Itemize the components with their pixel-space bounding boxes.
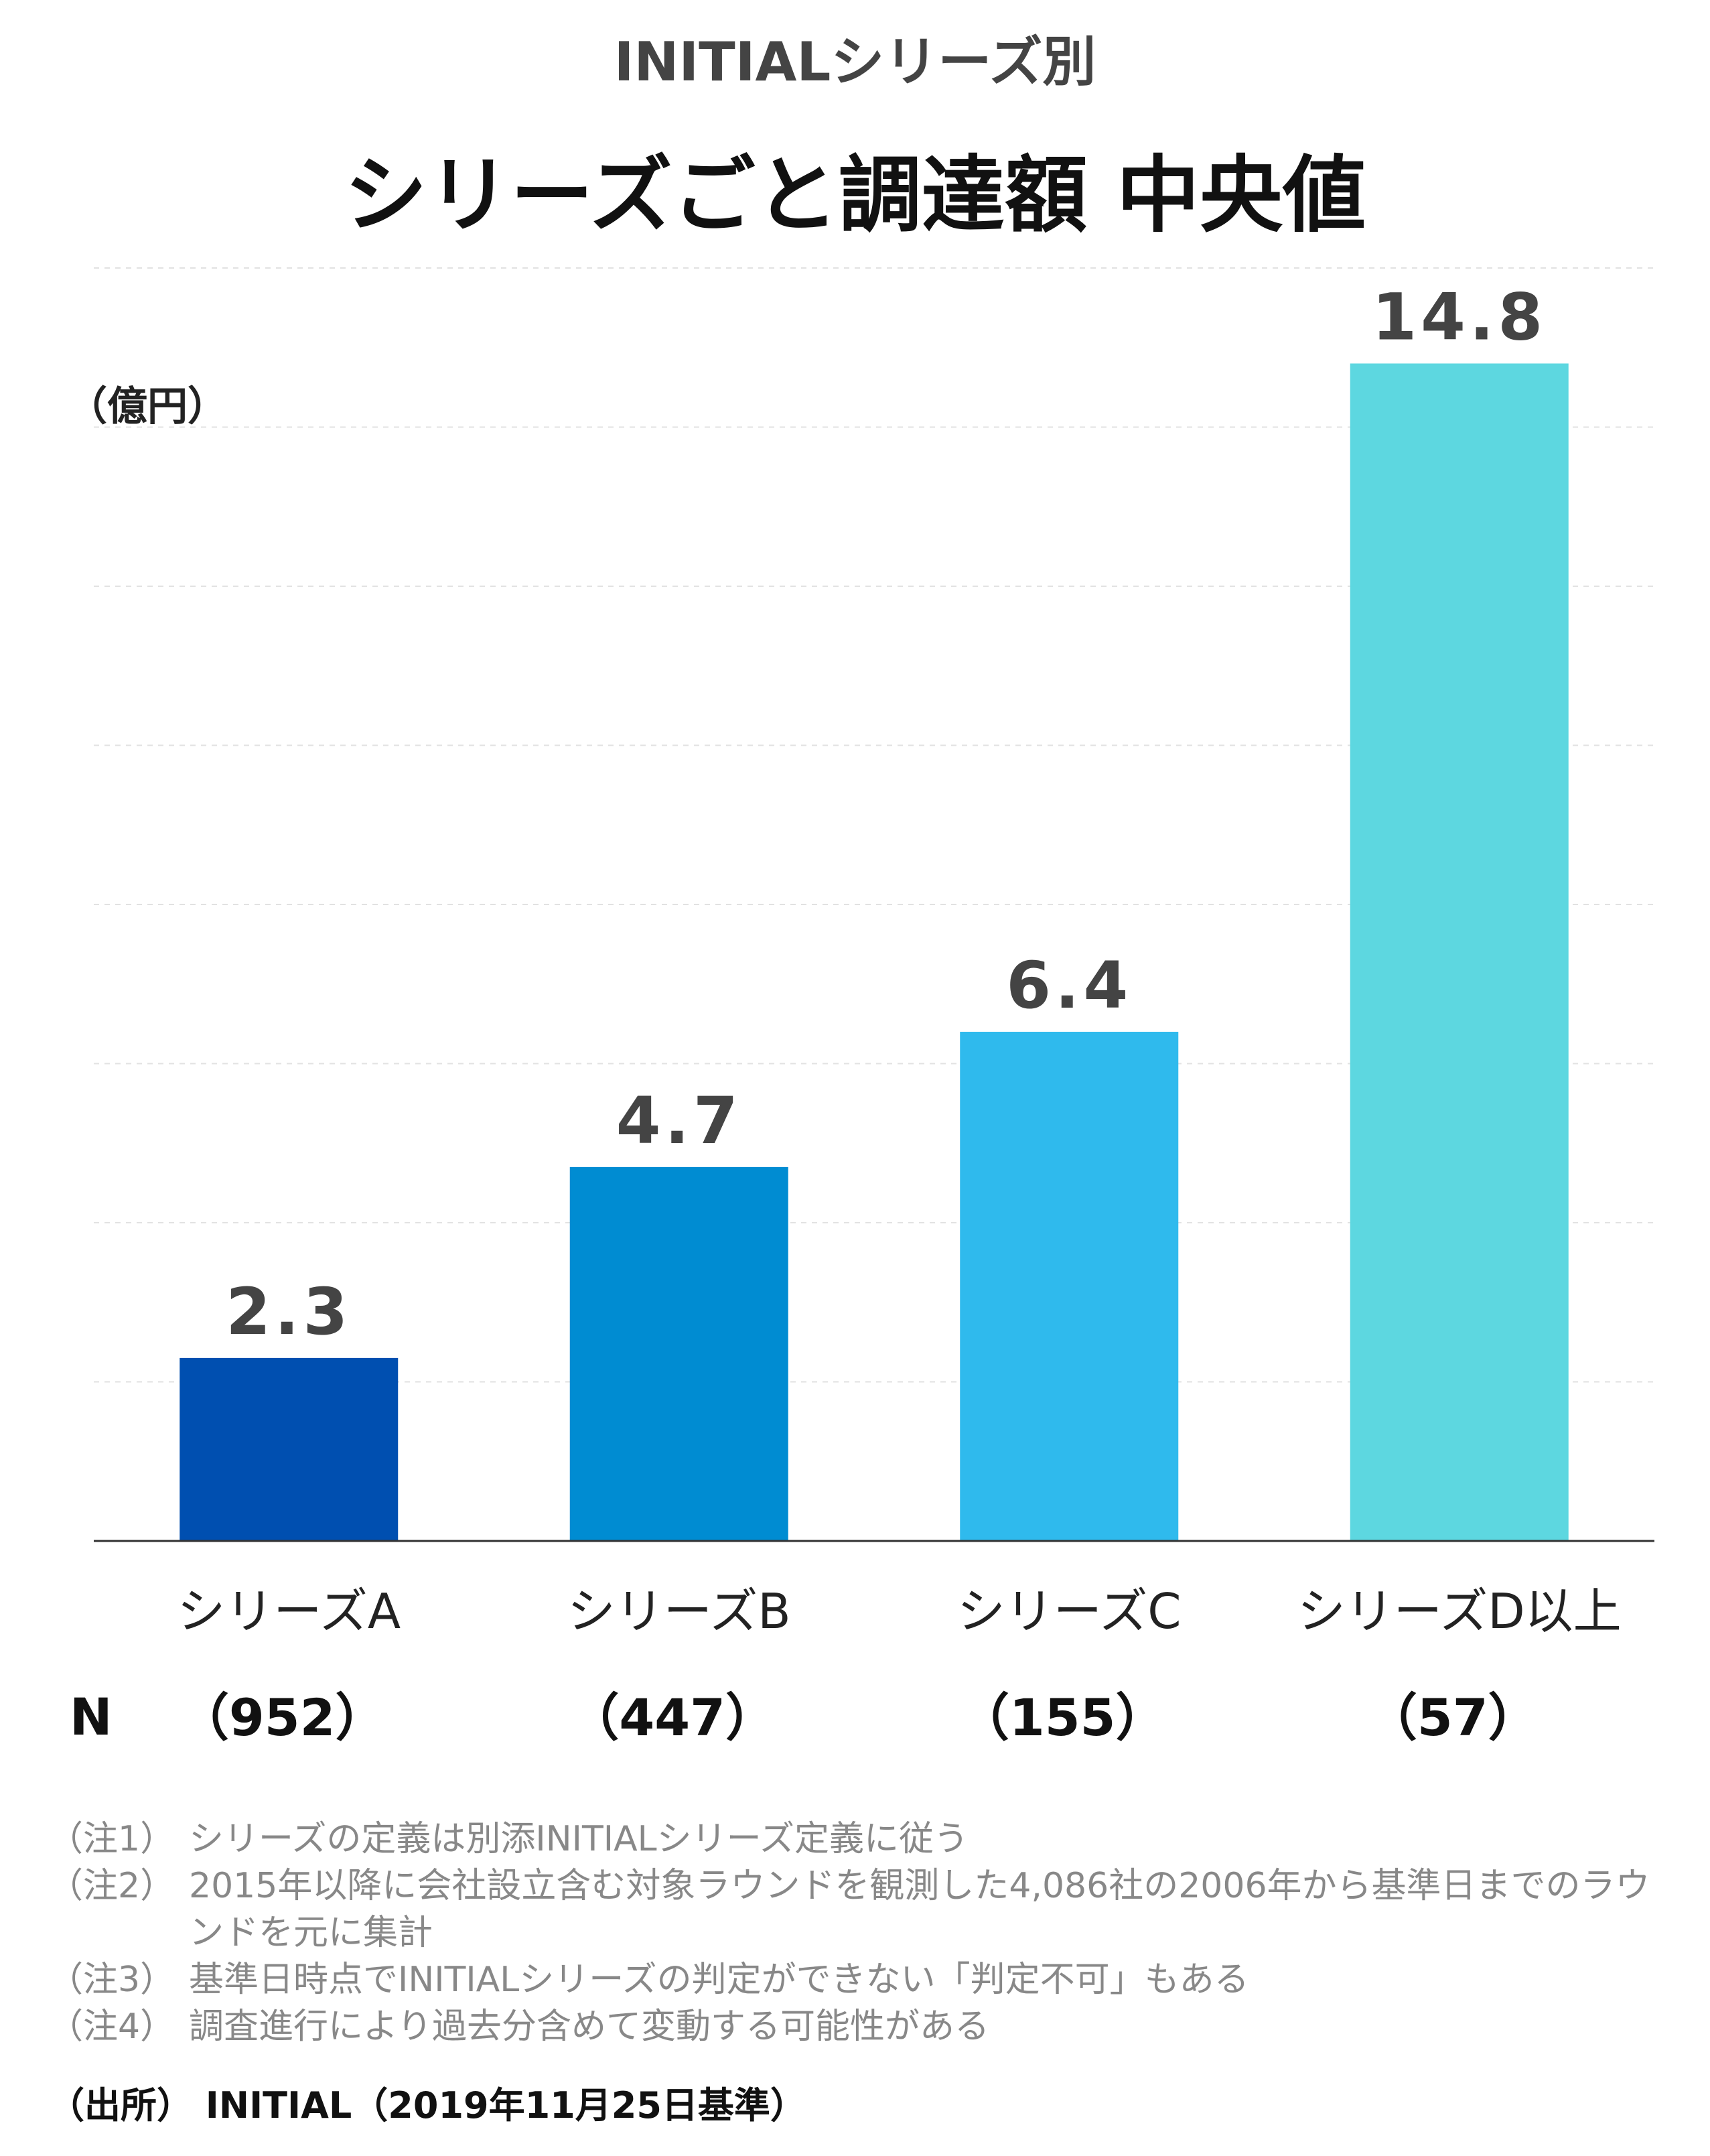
note-row: （注1） シリーズの定義は別添INITIALシリーズ定義に従う bbox=[48, 1816, 1669, 1863]
n-header-label: N bbox=[70, 1687, 113, 1747]
note-text: シリーズの定義は別添INITIALシリーズ定義に従う bbox=[189, 1819, 969, 1859]
category-label: シリーズC bbox=[957, 1583, 1182, 1639]
bar bbox=[569, 1166, 788, 1541]
bar bbox=[180, 1357, 399, 1541]
value-label: 4.7 bbox=[616, 1083, 742, 1158]
bar bbox=[960, 1032, 1179, 1541]
notes: （注1） シリーズの定義は別添INITIALシリーズ定義に従う （注2） 201… bbox=[48, 1816, 1669, 2050]
note-key: （注1） bbox=[48, 1819, 175, 1859]
value-label: 6.4 bbox=[1006, 948, 1132, 1023]
category-label: シリーズB bbox=[567, 1583, 791, 1639]
category-label: シリーズD以上 bbox=[1297, 1583, 1622, 1639]
n-count-label: （447） bbox=[568, 1688, 776, 1747]
source-label: （出所） INITIAL（2019年11月25日基準） bbox=[48, 2084, 806, 2127]
note-row: （注3） 基準日時点でINITIALシリーズの判定ができない「判定不可」もある bbox=[48, 1956, 1669, 2003]
bar bbox=[1350, 363, 1569, 1541]
labels: 2.3 シリーズA （952） 4.7 シリーズB （447） 6.4 シリーズC （155） 1… bbox=[177, 280, 1621, 1748]
note-text: 基準日時点でINITIALシリーズの判定ができない「判定不可」もある bbox=[189, 1960, 1249, 2000]
note-key: （注2） bbox=[48, 1866, 175, 1906]
n-count-label: （155） bbox=[958, 1688, 1167, 1747]
note-row: （注4） 調査進行により過去分含めて変動する可能性がある bbox=[48, 2003, 1669, 2050]
y-axis-unit-label: （億円） bbox=[67, 383, 228, 430]
value-label: 14.8 bbox=[1372, 280, 1547, 355]
chart-subtitle: INITIALシリーズ別 bbox=[614, 31, 1096, 93]
value-label: 2.3 bbox=[226, 1274, 352, 1349]
chart-title: シリーズごと調達額 中央値 bbox=[344, 147, 1366, 244]
bars bbox=[180, 363, 1569, 1541]
bar-chart: 2.3 シリーズA （952） 4.7 シリーズB （447） 6.4 シリーズC （155） 1… bbox=[94, 267, 1654, 1748]
note-text: 2015年以降に会社設立含む対象ラウンドを観測した4,086社の2006年から基… bbox=[189, 1866, 1650, 1953]
n-count-label: （952） bbox=[178, 1688, 386, 1747]
n-count-label: （57） bbox=[1366, 1688, 1539, 1747]
category-label: シリーズA bbox=[177, 1583, 401, 1639]
note-key: （注4） bbox=[48, 2007, 175, 2047]
note-row: （注2） 2015年以降に会社設立含む対象ラウンドを観測した4,086社の200… bbox=[48, 1863, 1669, 1956]
note-key: （注3） bbox=[48, 1960, 175, 2000]
note-text: 調査進行により過去分含めて変動する可能性がある bbox=[189, 2007, 989, 2047]
